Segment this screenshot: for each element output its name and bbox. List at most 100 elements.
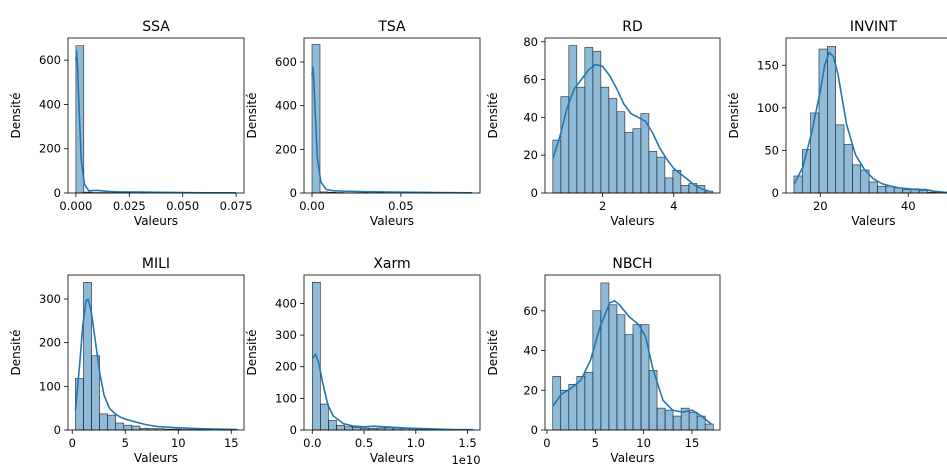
- hist-bar: [560, 389, 570, 431]
- y-axis-label: Densité: [9, 93, 23, 139]
- hist-bar: [868, 181, 878, 194]
- histogram-bars: [311, 44, 473, 194]
- hist-bar: [632, 128, 642, 194]
- y-axis-label: Densité: [486, 93, 500, 139]
- hist-bar: [584, 372, 594, 431]
- x-tick-label: 4: [670, 199, 677, 213]
- hist-bar: [664, 177, 674, 194]
- axes-frame: [67, 37, 245, 194]
- hist-bar: [852, 164, 862, 194]
- x-axis-label: Valeurs: [610, 451, 654, 465]
- axes-frame: [303, 274, 481, 431]
- hist-bar: [560, 96, 570, 194]
- y-tick-label: 100: [275, 391, 297, 405]
- y-tick-label: 0: [531, 423, 538, 437]
- subplot-xarm: 0.0 0.5 1.0 1.5 0 100 200 300 400 Xarm Valeurs Dens…: [245, 256, 481, 467]
- subplot-nbch: 0 5 10 15 0 20 40 60 NBCH Valeurs Densité: [486, 256, 721, 465]
- axes-frame: [303, 37, 481, 194]
- y-tick-label: 200: [39, 336, 61, 350]
- hist-bar: [624, 334, 634, 431]
- hist-bar: [640, 324, 650, 431]
- kde-line: [311, 353, 473, 431]
- x-tick-label: 0.075: [220, 199, 253, 213]
- y-tick-label: 0: [290, 186, 297, 200]
- subplot-invint: 20 40 0 50 100 150 INVINT Valeurs Densité: [727, 19, 947, 228]
- subplot-title: TSA: [377, 19, 406, 35]
- hist-bar: [568, 383, 578, 431]
- x-tick-label: 40: [901, 199, 916, 213]
- subplot-mili: 0 5 10 15 0 100 200 300 MILI Valeurs Densité: [9, 256, 245, 465]
- x-axis-label: Valeurs: [370, 451, 414, 465]
- x-axis-label: Valeurs: [134, 214, 178, 228]
- axes-frame: [67, 274, 245, 431]
- axes-frame: [544, 37, 721, 194]
- x-axis-label: Valeurs: [134, 451, 178, 465]
- x-tick-label: 0.5: [355, 436, 373, 450]
- x-tick-label: 0.00: [299, 199, 325, 213]
- y-tick-label: 300: [39, 292, 61, 306]
- y-tick-label: 400: [275, 99, 297, 113]
- subplot-title: SSA: [142, 19, 170, 35]
- y-tick-label: 50: [764, 143, 779, 157]
- x-tick-label: 15: [685, 436, 700, 450]
- hist-bar: [793, 175, 803, 194]
- x-tick-label: 0.0: [303, 436, 321, 450]
- y-tick-label: 300: [275, 328, 297, 342]
- x-tick-label: 1.5: [458, 436, 476, 450]
- hist-bar: [568, 45, 578, 194]
- hist-bar: [704, 423, 714, 431]
- x-axis-offset-label: 1e10: [451, 453, 480, 467]
- y-tick-label: 150: [757, 58, 779, 72]
- histogram-bars: [75, 282, 237, 431]
- x-tick-label: 0.000: [59, 199, 92, 213]
- kde-line: [311, 66, 473, 194]
- hist-bar: [843, 144, 853, 194]
- hist-bar: [123, 424, 133, 431]
- subplot-title: INVINT: [850, 19, 898, 35]
- hist-bar: [632, 324, 642, 431]
- y-tick-label: 600: [275, 55, 297, 69]
- hist-bar: [656, 156, 666, 194]
- histogram-bars: [552, 282, 714, 431]
- hist-bar: [616, 111, 626, 194]
- histogram-bars: [75, 45, 235, 194]
- hist-bar: [600, 282, 610, 431]
- y-tick-label: 0: [54, 423, 61, 437]
- hist-bar: [664, 409, 674, 431]
- hist-bar: [107, 414, 117, 431]
- y-tick-label: 200: [275, 360, 297, 374]
- y-tick-label: 100: [39, 379, 61, 393]
- kde-line: [74, 298, 238, 431]
- y-tick-label: 40: [523, 110, 538, 124]
- x-tick-label: 0.05: [388, 199, 414, 213]
- axes-frame: [785, 37, 947, 194]
- hist-bar: [608, 98, 618, 194]
- x-tick-label: 20: [813, 199, 828, 213]
- hist-bar: [320, 403, 329, 431]
- y-axis-label: Densité: [245, 330, 259, 376]
- x-axis-label: Valeurs: [370, 214, 414, 228]
- x-tick-label: 5: [122, 436, 129, 450]
- x-tick-label: 1.0: [407, 436, 425, 450]
- subplot-tsa: 0.00 0.05 0 200 400 600 TSA Valeurs Densité: [245, 19, 481, 228]
- y-tick-label: 600: [39, 53, 61, 67]
- y-tick-label: 20: [523, 383, 538, 397]
- x-tick-label: 0.050: [166, 199, 199, 213]
- x-tick-label: 10: [636, 436, 651, 450]
- hist-bar: [99, 413, 108, 431]
- kde-line: [552, 63, 710, 192]
- histogram-bars: [793, 46, 947, 194]
- hist-bar: [336, 424, 345, 431]
- x-axis-label: Valeurs: [610, 214, 654, 228]
- x-tick-label: 15: [224, 436, 239, 450]
- hist-bar: [83, 282, 92, 431]
- y-axis-label: Densité: [486, 330, 500, 376]
- y-tick-label: 60: [523, 73, 538, 87]
- y-tick-label: 0: [772, 186, 779, 200]
- subplot-title: Xarm: [373, 256, 410, 272]
- y-tick-label: 0: [290, 423, 297, 437]
- hist-bar: [576, 376, 586, 431]
- hist-bar: [877, 185, 887, 194]
- x-tick-label: 0: [543, 436, 550, 450]
